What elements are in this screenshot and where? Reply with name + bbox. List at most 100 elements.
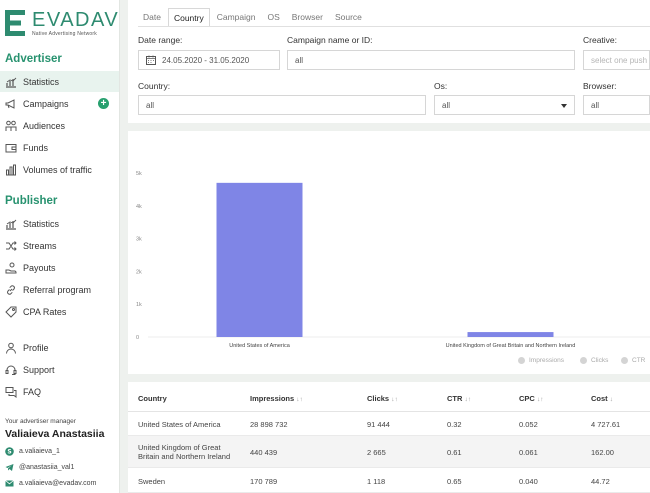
creative-select[interactable]: select one push xyxy=(583,50,650,70)
skype-contact[interactable]: S a.valiaieva_1 xyxy=(5,447,60,456)
table-row: United Kingdom of Great Britain and Nort… xyxy=(128,436,650,468)
sidebar-item-label: Payouts xyxy=(23,262,56,273)
table-header: Country Impressions ↓↑ Clicks ↓↑ CTR ↓↑ … xyxy=(128,382,650,412)
table-row: Sweden 170 789 1 118 0.65 0.040 44.72 xyxy=(128,468,650,493)
legend-item-ctr[interactable]: CTR xyxy=(621,357,645,364)
chevron-down-icon xyxy=(561,104,567,108)
sidebar-item-campaigns[interactable]: Campaigns + xyxy=(0,93,119,114)
sidebar-item-support[interactable]: Support xyxy=(0,359,119,380)
sidebar-item-advertiser-statistics[interactable]: Statistics xyxy=(0,71,119,92)
sidebar-item-streams[interactable]: Streams xyxy=(0,235,119,256)
tab-campaign[interactable]: Campaign xyxy=(216,12,256,22)
stats-table: Country Impressions ↓↑ Clicks ↓↑ CTR ↓↑ … xyxy=(128,382,650,493)
bar[interactable] xyxy=(216,182,303,337)
manager-name: Valiaieva Anastasiia xyxy=(5,428,105,440)
report-tabs: Date Country Campaign OS Browser Source xyxy=(138,8,369,26)
column-ctr[interactable]: CTR ↓↑ xyxy=(447,394,472,403)
sidebar-item-audiences[interactable]: Audiences xyxy=(0,115,119,136)
os-label: Os: xyxy=(434,81,448,91)
sidebar-item-label: Profile xyxy=(23,342,49,353)
x-tick-label: United States of America xyxy=(229,343,290,349)
tab-country[interactable]: Country xyxy=(167,8,210,26)
publisher-section-title: Publisher xyxy=(5,195,58,207)
column-impressions[interactable]: Impressions ↓↑ xyxy=(250,394,303,403)
megaphone-icon xyxy=(5,98,17,110)
filter-panel: Date Country Campaign OS Browser Source … xyxy=(128,0,650,123)
legend-item-impressions[interactable]: Impressions xyxy=(518,357,564,364)
sidebar-item-referral-program[interactable]: Referral program xyxy=(0,279,119,300)
legend-item-clicks[interactable]: Clicks xyxy=(580,357,608,364)
country-label: Country: xyxy=(138,81,171,91)
y-tick-label: 1k xyxy=(136,302,142,308)
chart-icon xyxy=(5,76,17,88)
telegram-icon xyxy=(5,464,14,471)
headset-icon xyxy=(5,364,17,376)
sidebar-item-label: Funds xyxy=(23,142,49,153)
country-input[interactable]: all xyxy=(138,95,426,115)
date-range-label: Date range: xyxy=(138,35,183,45)
sidebar-item-label: Audiences xyxy=(23,120,66,131)
chat-icon xyxy=(5,386,17,398)
sidebar-item-cpa-rates[interactable]: CPA Rates xyxy=(0,301,119,322)
sidebar-item-payouts[interactable]: Payouts xyxy=(0,257,119,278)
sidebar-item-profile[interactable]: Profile xyxy=(0,337,119,358)
impressions-bar-chart: 0 1k 2k 3k 4k 5k United States of America Unite… xyxy=(136,171,650,349)
column-clicks[interactable]: Clicks ↓↑ xyxy=(367,394,398,403)
advertiser-section-title: Advertiser xyxy=(5,53,62,65)
telegram-contact[interactable]: @anastasiia_val1 xyxy=(5,463,74,472)
campaign-input[interactable]: all xyxy=(287,50,575,70)
chart-panel: 0 1k 2k 3k 4k 5k United States of America Unite… xyxy=(128,131,650,374)
y-tick-label: 3k xyxy=(136,237,142,243)
date-range-input[interactable]: 24.05.2020 - 31.05.2020 xyxy=(138,50,280,70)
y-tick-label: 4k xyxy=(136,204,142,210)
y-tick-label: 5k xyxy=(136,171,142,177)
y-tick-label: 2k xyxy=(136,269,142,275)
wallet-icon xyxy=(5,142,17,154)
tag-icon xyxy=(5,306,17,318)
logo-name: EVADAV xyxy=(32,9,120,31)
sidebar-item-label: CPA Rates xyxy=(23,306,67,317)
manager-label: Your advertiser manager xyxy=(5,418,76,425)
browser-select[interactable]: all xyxy=(583,95,650,115)
sidebar-item-faq[interactable]: FAQ xyxy=(0,381,119,402)
link-icon xyxy=(5,284,17,296)
sidebar-item-volumes-of-traffic[interactable]: Volumes of traffic xyxy=(0,159,119,180)
mail-icon xyxy=(5,480,14,487)
tab-date[interactable]: Date xyxy=(143,12,161,22)
sidebar-item-label: Volumes of traffic xyxy=(23,164,92,175)
tab-divider xyxy=(138,26,650,27)
shuffle-icon xyxy=(5,240,17,252)
column-country[interactable]: Country xyxy=(138,394,167,403)
tab-source[interactable]: Source xyxy=(334,12,362,22)
bars-icon xyxy=(5,164,17,176)
bar[interactable] xyxy=(467,332,554,337)
sidebar-item-label: Statistics xyxy=(23,218,60,229)
sort-icon: ↓↑ xyxy=(296,396,303,403)
add-campaign-button[interactable]: + xyxy=(98,98,109,109)
tab-os[interactable]: OS xyxy=(267,12,280,22)
sort-icon: ↓ xyxy=(609,396,614,403)
os-select[interactable]: all xyxy=(434,95,575,115)
campaign-label: Campaign name or ID: xyxy=(287,35,373,45)
sidebar-item-label: FAQ xyxy=(23,386,42,397)
column-cpc[interactable]: CPC ↓↑ xyxy=(519,394,544,403)
sidebar-item-funds[interactable]: Funds xyxy=(0,137,119,158)
y-tick-label: 0 xyxy=(136,335,139,341)
sidebar-item-label: Support xyxy=(23,364,55,375)
column-cost[interactable]: Cost ↓ xyxy=(591,394,614,403)
browser-label: Browser: xyxy=(583,81,617,91)
chart-icon xyxy=(5,218,17,230)
calendar-icon xyxy=(146,55,156,65)
svg-text:S: S xyxy=(7,449,11,456)
sidebar-item-publisher-statistics[interactable]: Statistics xyxy=(0,213,119,234)
evadav-logo[interactable]: EVADAV Native Advertising Network xyxy=(5,10,119,37)
x-tick-label: United Kingdom of Great Britain and Nort… xyxy=(446,343,576,349)
main-content: Date Country Campaign OS Browser Source … xyxy=(128,0,650,493)
table-row: United States of America 28 898 732 91 4… xyxy=(128,412,650,436)
hand-coin-icon xyxy=(5,262,17,274)
sidebar-item-label: Campaigns xyxy=(23,98,69,109)
sidebar-item-label: Statistics xyxy=(23,76,60,87)
email-contact[interactable]: a.valiaieva@evadav.com xyxy=(5,479,96,488)
tab-browser[interactable]: Browser xyxy=(291,12,323,22)
creative-label: Creative: xyxy=(583,35,618,45)
